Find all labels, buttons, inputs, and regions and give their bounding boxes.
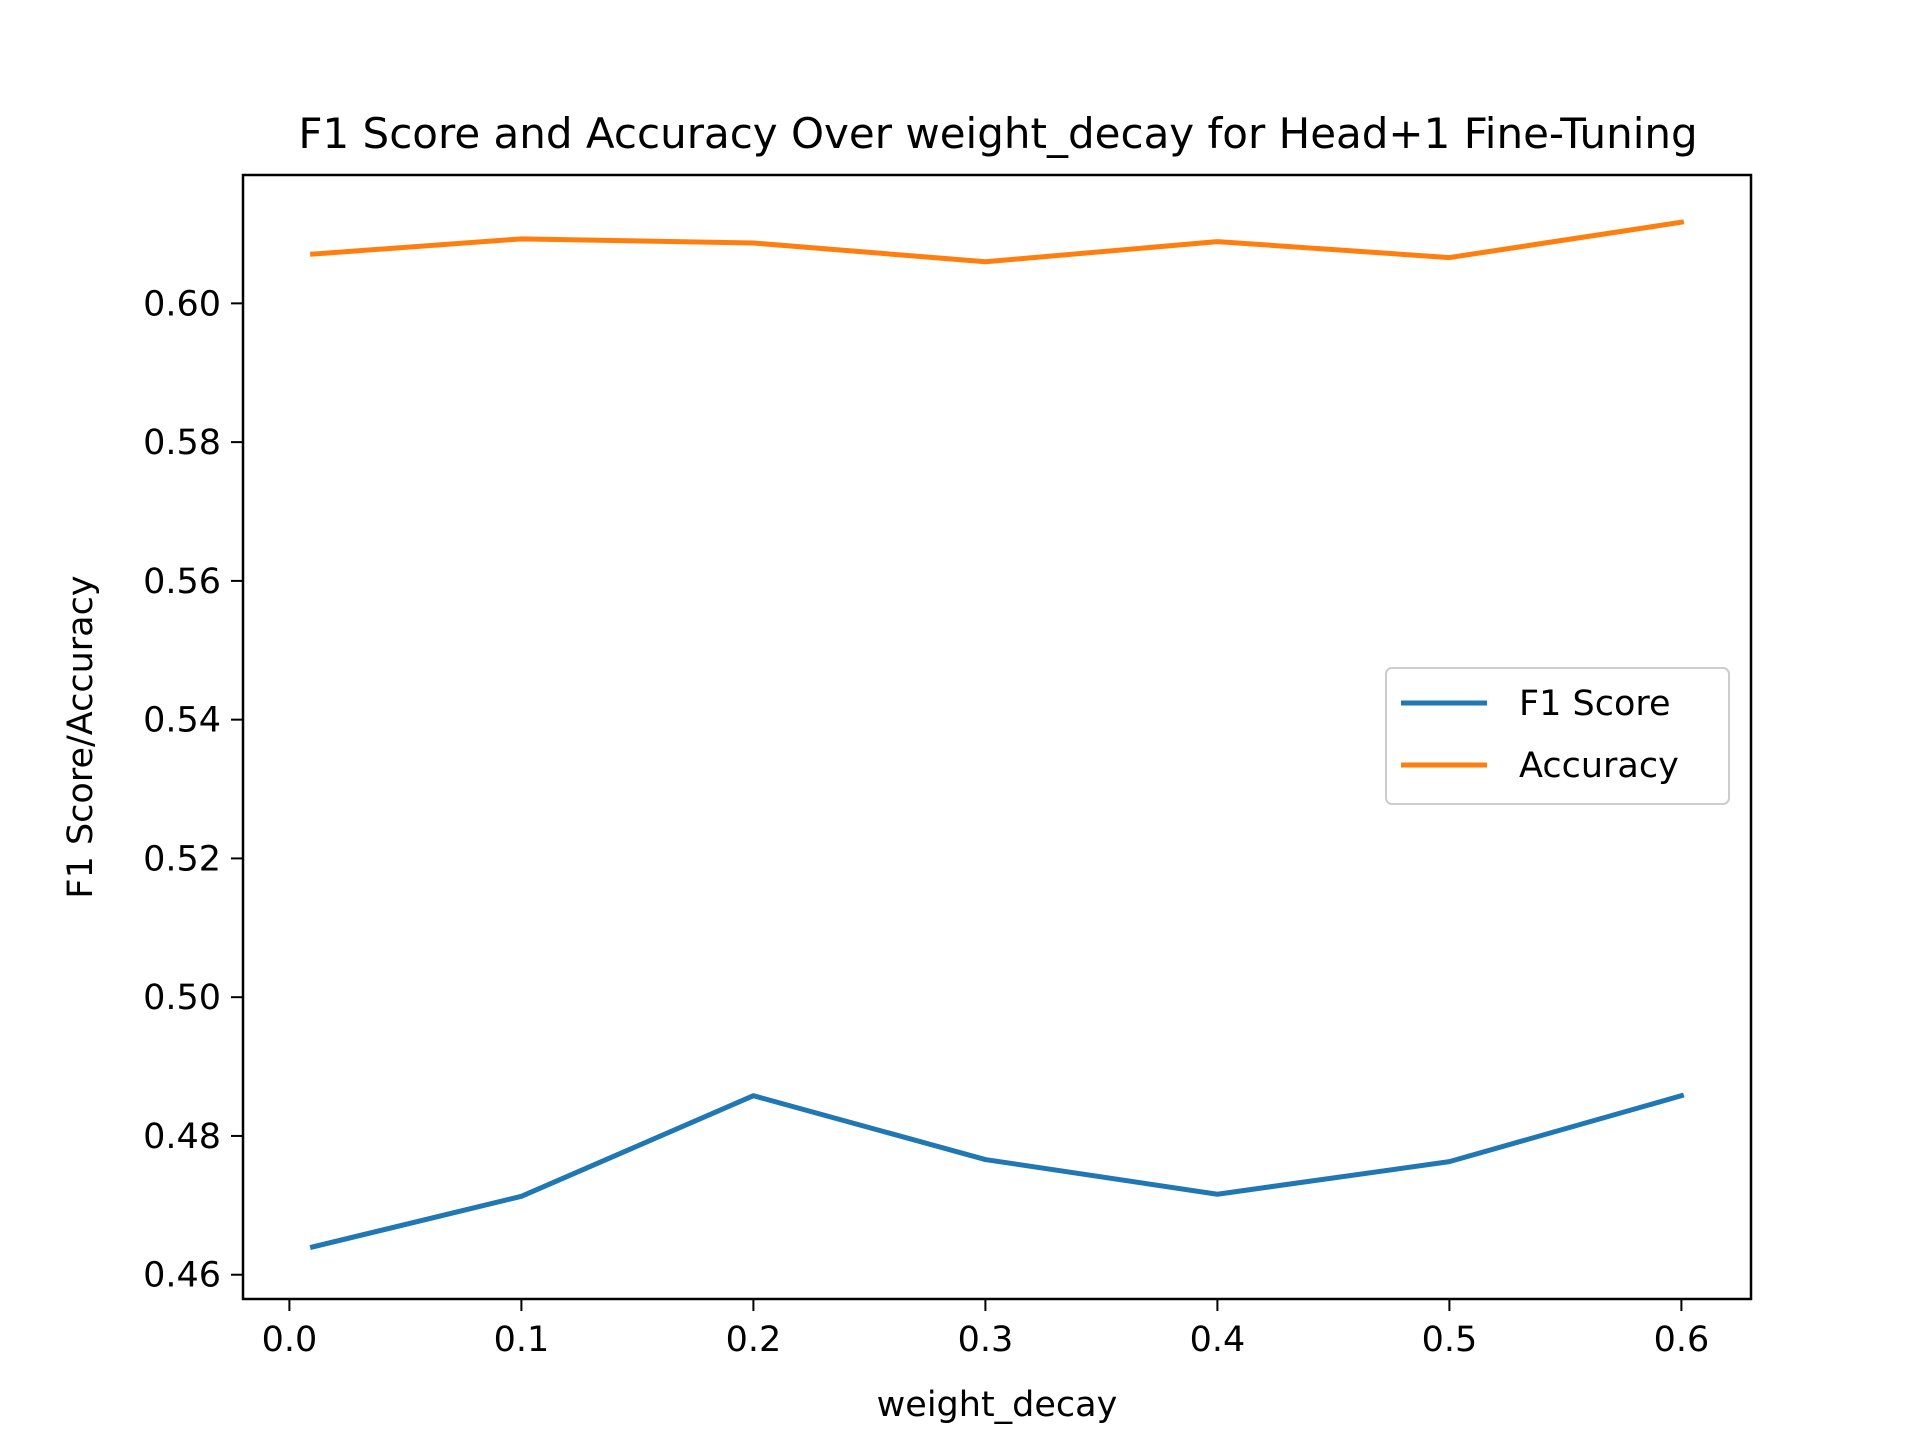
chart-title: F1 Score and Accuracy Over weight_decay … bbox=[298, 109, 1697, 158]
y-tick-label: 0.52 bbox=[143, 839, 221, 879]
y-axis: 0.46 0.48 0.50 0.52 0.54 0.56 0.58 0.60 bbox=[143, 284, 243, 1296]
legend-label-1: Accuracy bbox=[1519, 746, 1679, 786]
y-tick-label: 0.46 bbox=[143, 1256, 221, 1296]
series-line-0 bbox=[309, 1092, 1685, 1250]
y-tick-label: 0.58 bbox=[143, 423, 221, 463]
y-tick-label: 0.56 bbox=[143, 562, 221, 602]
legend-label-0: F1 Score bbox=[1519, 684, 1671, 724]
y-tick-label: 0.48 bbox=[143, 1117, 221, 1157]
x-axis: 0.0 0.1 0.2 0.3 0.4 0.5 0.6 bbox=[262, 1299, 1710, 1360]
y-tick-label: 0.50 bbox=[143, 978, 221, 1018]
y-tick-label: 0.54 bbox=[143, 701, 221, 741]
x-axis-label: weight_decay bbox=[877, 1385, 1118, 1425]
plot-frame bbox=[241, 173, 1753, 1301]
x-tick-label: 0.4 bbox=[1190, 1320, 1246, 1360]
plot-lines bbox=[309, 219, 1685, 1250]
x-tick-label: 0.2 bbox=[726, 1320, 782, 1360]
legend: F1 Score Accuracy bbox=[1385, 667, 1730, 805]
y-axis-label: F1 Score/Accuracy bbox=[61, 575, 101, 898]
x-tick-label: 0.6 bbox=[1654, 1320, 1710, 1360]
x-tick-label: 0.5 bbox=[1422, 1320, 1478, 1360]
series-line-1 bbox=[309, 219, 1685, 265]
x-tick-label: 0.3 bbox=[958, 1320, 1014, 1360]
x-tick-label: 0.0 bbox=[262, 1320, 318, 1360]
y-tick-label: 0.60 bbox=[143, 284, 221, 324]
x-tick-label: 0.1 bbox=[494, 1320, 550, 1360]
